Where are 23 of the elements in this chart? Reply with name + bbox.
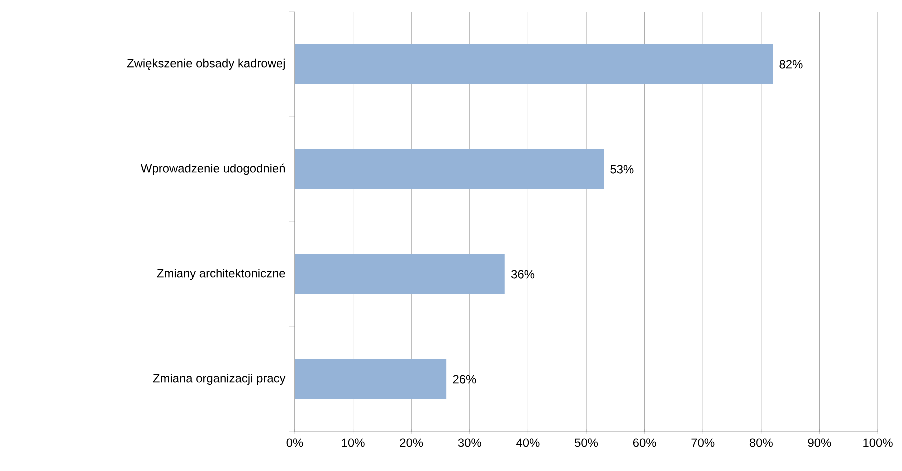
data-label: 53%: [610, 165, 634, 174]
y-tick-label: Wprowadzenie udogodnień: [140, 164, 286, 176]
data-label: 36%: [512, 270, 535, 279]
x-tick-label: 0%: [286, 438, 304, 448]
x-tick-label: 30%: [458, 438, 482, 448]
x-tick-label: 100%: [864, 438, 893, 448]
x-tick-label: 80%: [750, 438, 773, 448]
y-tick-label: Zmiana organizacji pracy: [153, 374, 286, 386]
data-label: 26%: [453, 375, 476, 384]
x-tick-label: 20%: [400, 438, 424, 448]
x-tick-label: 10%: [342, 438, 365, 448]
x-tick-label: 50%: [575, 438, 598, 448]
x-tick-label: 60%: [633, 438, 656, 448]
y-tick-label: Zmiany architektoniczne: [157, 268, 286, 280]
x-tick-label: 70%: [692, 438, 715, 448]
bar: [295, 360, 447, 400]
bar: [295, 44, 774, 85]
data-label: 82%: [780, 60, 803, 69]
bar: [295, 254, 505, 295]
y-tick-label: Zwiększenie obsady kadrowej: [127, 58, 285, 70]
bar: [295, 150, 604, 190]
x-tick-label: 40%: [516, 438, 540, 448]
x-tick-label: 90%: [808, 438, 832, 448]
